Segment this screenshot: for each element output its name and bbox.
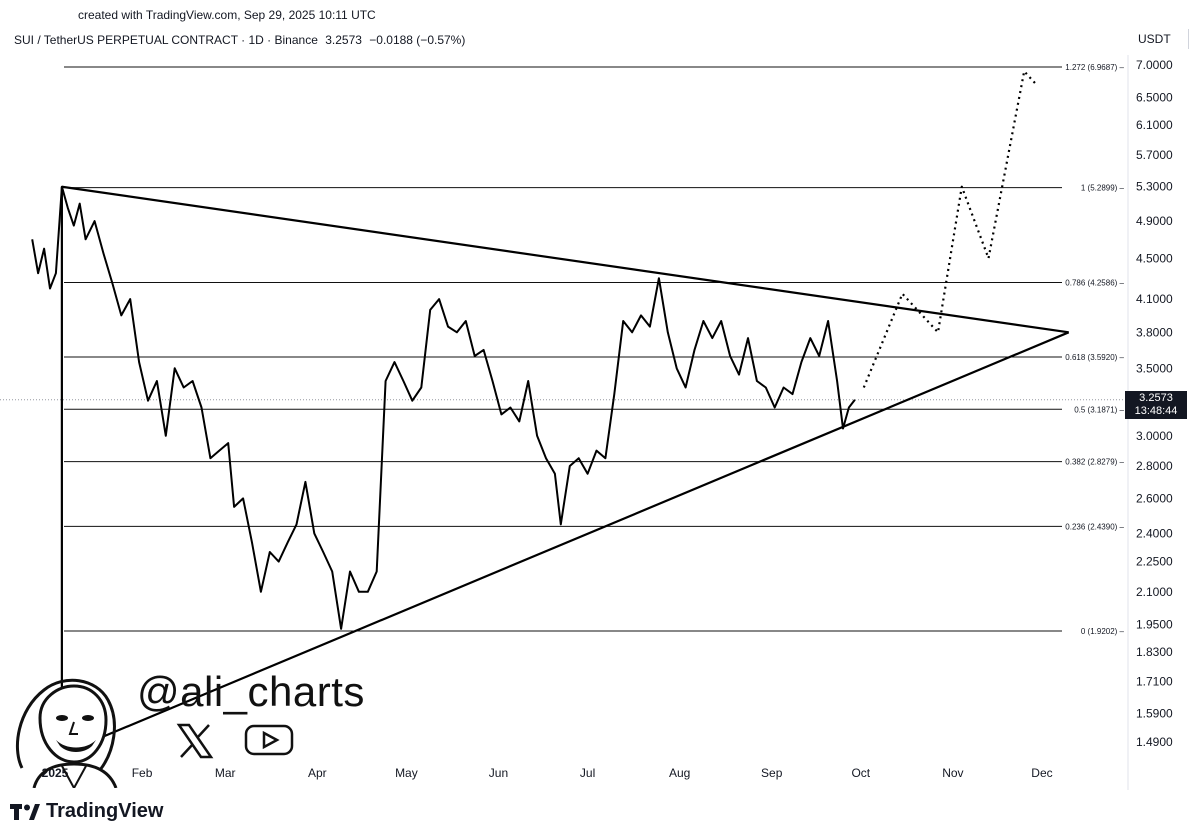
fib-label-1: 1 (5.2899) –	[1081, 184, 1125, 193]
fib-label-3: 0.618 (3.5920) –	[1065, 353, 1124, 362]
price-series	[32, 71, 1036, 629]
tradingview-mark-icon	[10, 804, 40, 820]
fib-label-4: 0.5 (3.1871) –	[1074, 405, 1124, 414]
projection-path	[864, 71, 1036, 387]
current-price-label: 3.2573	[1125, 392, 1187, 405]
x-tick-9: Oct	[851, 766, 870, 780]
y-tick-16: 1.9500	[1136, 617, 1173, 631]
tradingview-wordmark: TradingView	[46, 800, 163, 823]
youtube-icon[interactable]	[244, 724, 294, 756]
y-tick-6: 4.5000	[1136, 251, 1173, 265]
current-price-tag: 3.2573 13:48:44	[1125, 391, 1187, 419]
x-tick-8: Sep	[761, 766, 783, 780]
y-tick-3: 5.7000	[1136, 148, 1173, 162]
x-tick-7: Aug	[669, 766, 690, 780]
y-tick-8: 3.8000	[1136, 325, 1173, 339]
y-tick-10: 3.0000	[1136, 429, 1173, 443]
y-tick-12: 2.6000	[1136, 491, 1173, 505]
fib-label-0: 1.272 (6.9687) –	[1065, 63, 1124, 72]
fib-label-7: 0 (1.9202) –	[1081, 627, 1125, 636]
y-tick-19: 1.5900	[1136, 707, 1173, 721]
fib-label-6: 0.236 (2.4390) –	[1065, 522, 1124, 531]
x-tick-3: Apr	[308, 766, 327, 780]
y-tick-2: 6.1000	[1136, 118, 1173, 132]
x-tick-6: Jul	[580, 766, 595, 780]
y-tick-0: 7.0000	[1136, 58, 1173, 72]
y-tick-5: 4.9000	[1136, 214, 1173, 228]
price-line	[32, 187, 855, 629]
fib-label-2: 0.786 (4.2586) –	[1065, 278, 1124, 287]
y-tick-11: 2.8000	[1136, 459, 1173, 473]
y-tick-17: 1.8300	[1136, 645, 1173, 659]
y-tick-9: 3.5000	[1136, 361, 1173, 375]
fib-label-5: 0.382 (2.8279) –	[1065, 458, 1124, 467]
author-handle: @ali_charts	[137, 668, 365, 716]
trendline-0	[62, 187, 1069, 333]
x-tick-2: Mar	[215, 766, 236, 780]
y-tick-14: 2.2500	[1136, 555, 1173, 569]
x-tick-10: Nov	[942, 766, 963, 780]
y-tick-7: 4.1000	[1136, 292, 1173, 306]
fib-levels: 1.272 (6.9687) – 1 (5.2899) – 0.786 (4.258…	[0, 63, 1125, 636]
time-axis[interactable]: 2025 Feb Mar Apr May Jun Jul Aug Sep Oct Nov Dec	[42, 766, 1053, 780]
y-tick-4: 5.3000	[1136, 180, 1173, 194]
x-icon[interactable]	[176, 722, 214, 760]
y-tick-20: 1.4900	[1136, 735, 1173, 749]
author-avatar	[4, 648, 144, 788]
x-tick-5: Jun	[489, 766, 508, 780]
bar-countdown: 13:48:44	[1125, 405, 1187, 418]
y-tick-15: 2.1000	[1136, 585, 1173, 599]
y-tick-1: 6.5000	[1136, 90, 1173, 104]
y-tick-18: 1.7100	[1136, 675, 1173, 689]
x-tick-11: Dec	[1031, 766, 1052, 780]
y-tick-13: 2.4000	[1136, 526, 1173, 540]
tradingview-logo[interactable]: TradingView	[10, 800, 163, 823]
x-tick-4: May	[395, 766, 418, 780]
